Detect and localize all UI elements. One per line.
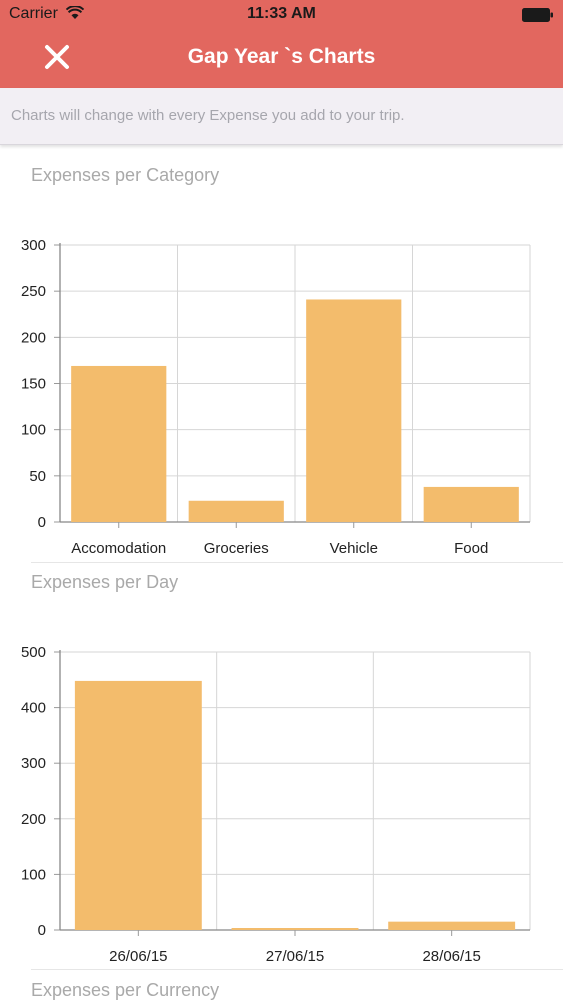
carrier-label: Carrier <box>9 5 58 22</box>
battery-icon <box>522 8 553 22</box>
section-title-category: Expenses per Category <box>31 165 220 185</box>
x-tick-label: Vehicle <box>330 540 378 557</box>
bar <box>231 928 359 930</box>
y-tick-label: 300 <box>21 755 46 772</box>
nav-header: Carrier 11:33 AM Gap Year `s Charts <box>0 0 563 88</box>
bar <box>74 680 202 930</box>
y-tick-label: 100 <box>21 866 46 883</box>
y-tick-label: 150 <box>21 376 46 393</box>
bar <box>71 365 167 522</box>
bar <box>388 921 516 930</box>
y-tick-label: 50 <box>29 468 46 485</box>
divider <box>31 562 563 563</box>
status-time: 11:33 AM <box>247 5 316 22</box>
y-tick-label: 400 <box>21 700 46 717</box>
wifi-icon <box>66 6 84 19</box>
y-tick-label: 250 <box>21 283 46 300</box>
x-tick-label: 27/06/15 <box>266 948 324 965</box>
x-tick-label: Food <box>454 540 488 557</box>
page-title: Gap Year `s Charts <box>187 45 376 68</box>
y-tick-label: 0 <box>38 922 46 939</box>
bar <box>423 486 519 522</box>
x-tick-label: 26/06/15 <box>109 948 167 965</box>
bar <box>188 500 284 522</box>
close-button[interactable] <box>40 40 74 74</box>
section-title-currency: Expenses per Currency <box>31 980 220 1000</box>
y-tick-label: 300 <box>21 237 46 254</box>
y-tick-label: 100 <box>21 422 46 439</box>
x-tick-label: Groceries <box>204 540 269 557</box>
category-chart: 0 50 100 150 200 250 300 Accomodation Groceries V… <box>21 237 531 557</box>
bar <box>306 299 402 522</box>
info-banner: Charts will change with every Expense yo… <box>0 88 563 145</box>
close-icon <box>45 45 69 69</box>
day-chart: 0 100 200 300 400 500 26/06/15 27/06/15 28/06/15 <box>21 644 531 965</box>
banner-text: Charts will change with every Expense yo… <box>11 107 405 124</box>
x-tick-label: Accomodation <box>71 540 166 557</box>
divider <box>31 969 563 970</box>
y-tick-label: 500 <box>21 644 46 661</box>
x-tick-label: 28/06/15 <box>422 948 480 965</box>
section-title-day: Expenses per Day <box>31 572 179 592</box>
y-tick-label: 0 <box>38 514 46 531</box>
y-tick-label: 200 <box>21 329 46 346</box>
status-bar: Carrier 11:33 AM <box>0 0 563 30</box>
y-tick-label: 200 <box>21 811 46 828</box>
